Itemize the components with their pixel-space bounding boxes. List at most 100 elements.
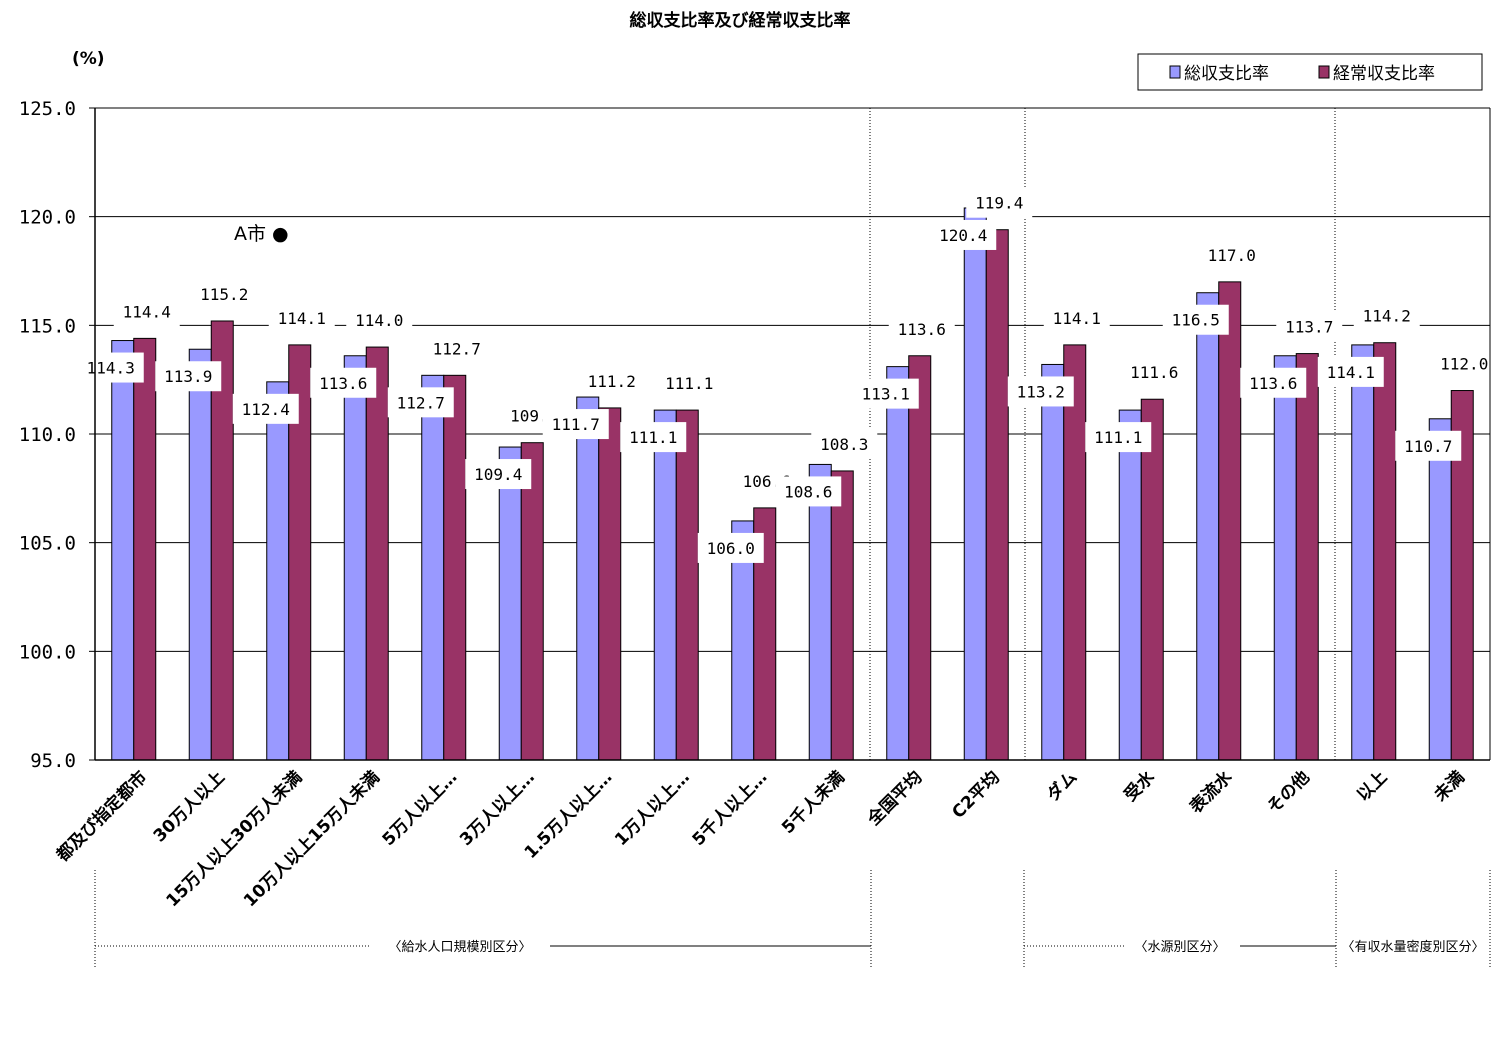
group-label-density: 〈有収水量密度別区分〉 bbox=[1341, 939, 1484, 955]
data-label-bg bbox=[578, 365, 645, 396]
data-label-series-1: 113.6 bbox=[319, 374, 367, 393]
bar-series-1 bbox=[343, 355, 367, 761]
legend-swatch-series-1 bbox=[1169, 65, 1181, 79]
data-label-bg bbox=[155, 361, 222, 392]
data-label-series-2: 115.2 bbox=[200, 285, 248, 304]
x-tick-label: 30万人以上 bbox=[150, 767, 229, 846]
bar-series-1 bbox=[653, 409, 677, 761]
data-label-bg bbox=[888, 313, 955, 344]
data-label-bg bbox=[310, 367, 377, 398]
bar-series-2 bbox=[520, 442, 544, 761]
x-tick-label: 10万人以上15万人未満 bbox=[239, 767, 383, 911]
x-tick-label: 受水 bbox=[1120, 766, 1160, 806]
bar-series-2 bbox=[1140, 398, 1164, 761]
data-label-bg bbox=[852, 378, 919, 409]
axes bbox=[94, 108, 1491, 761]
data-label-bg bbox=[1317, 356, 1384, 387]
data-label-series-2: 112.7 bbox=[433, 339, 481, 358]
data-label-series-2: 113.6 bbox=[898, 320, 946, 339]
data-label-series-1: 113.2 bbox=[1017, 382, 1065, 401]
bar-series-1 bbox=[188, 348, 212, 761]
x-tick-label: C2平均 bbox=[948, 767, 1004, 823]
data-label-bg bbox=[387, 387, 454, 418]
bar-series-1 bbox=[963, 207, 987, 761]
bar-series-2 bbox=[830, 470, 854, 761]
x-tick-label: 3万人以上… bbox=[456, 767, 539, 850]
bar-series-2 bbox=[1295, 353, 1319, 761]
data-label-bg bbox=[775, 476, 842, 507]
y-tick-label: 95.0 bbox=[30, 750, 76, 772]
data-label-bg bbox=[1121, 357, 1188, 388]
x-tick-label: 全国平均 bbox=[863, 767, 927, 831]
data-label-series-1: 113.9 bbox=[164, 367, 212, 386]
data-label-series-1: 110.7 bbox=[1404, 437, 1452, 456]
group-labels: 〈給水人口規模別区分〉 〈水源別区分〉 〈有収水量密度別区分〉 bbox=[94, 870, 1491, 968]
data-label-series-1: 111.1 bbox=[1094, 428, 1142, 447]
data-label-bg bbox=[811, 428, 878, 459]
data-label-bg bbox=[191, 278, 258, 309]
x-tick-label: ダム bbox=[1042, 767, 1081, 806]
data-label-bg bbox=[1240, 367, 1307, 398]
data-label-bg bbox=[346, 305, 413, 336]
bar-series-1 bbox=[1196, 292, 1220, 761]
bar-series-2 bbox=[133, 337, 157, 761]
bar-series-2 bbox=[1218, 281, 1242, 761]
data-label-bg bbox=[423, 333, 490, 364]
data-label-series-1: 111.1 bbox=[629, 428, 677, 447]
data-label-bg bbox=[1007, 376, 1074, 407]
bar-series-1 bbox=[1428, 418, 1452, 761]
data-label-bg bbox=[232, 393, 299, 424]
chart-title: 総収支比率及び経常収支比率 bbox=[630, 10, 851, 31]
bar-series-2 bbox=[598, 407, 622, 761]
bar-series-2 bbox=[365, 346, 389, 761]
data-label-series-2: 114.1 bbox=[278, 309, 326, 328]
data-label-series-1: 113.1 bbox=[862, 385, 910, 404]
x-tick-label: 5千人以上… bbox=[689, 767, 772, 850]
y-tick-label: 100.0 bbox=[19, 641, 76, 663]
data-label-series-1: 120.4 bbox=[939, 226, 987, 245]
x-tick-label: 都及び指定都市 bbox=[52, 767, 152, 867]
legend-label-series-1: 総収支比率 bbox=[1184, 64, 1269, 84]
bar-series-1 bbox=[421, 374, 445, 761]
x-tick-label: 5万人以上… bbox=[379, 767, 462, 850]
data-label-series-2: 111.1 bbox=[665, 374, 713, 393]
data-label-series-1: 116.5 bbox=[1172, 311, 1220, 330]
data-label-bg bbox=[77, 352, 144, 383]
data-label-series-1: 112.7 bbox=[397, 393, 445, 412]
data-label-series-2: 119.4 bbox=[975, 194, 1023, 213]
data-label-bg bbox=[620, 422, 687, 453]
data-label-bg bbox=[1162, 304, 1229, 335]
data-label-series-2: 117.0 bbox=[1208, 246, 1256, 265]
data-label-series-1: 109.4 bbox=[474, 465, 522, 484]
x-tick-label: 5千人未満 bbox=[777, 767, 848, 838]
x-tick-label: その他 bbox=[1263, 767, 1314, 818]
legend-swatch-series-2 bbox=[1318, 65, 1330, 79]
bar-series-1 bbox=[576, 396, 600, 761]
bar-series-2 bbox=[443, 374, 467, 761]
data-label-bg bbox=[268, 302, 335, 333]
bar-series-2 bbox=[1373, 342, 1397, 761]
data-label-series-2: 111.2 bbox=[588, 372, 636, 391]
y-tick-label: 120.0 bbox=[19, 207, 76, 229]
group-label-water-source: 〈水源別区分〉 bbox=[1134, 940, 1225, 955]
data-label-bg bbox=[1198, 239, 1265, 270]
legend-box bbox=[1137, 53, 1483, 91]
data-label-series-2: 111.6 bbox=[1130, 363, 1178, 382]
data-label-bg bbox=[1353, 300, 1420, 331]
y-tick-label: 110.0 bbox=[19, 424, 76, 446]
data-label-series-1: 114.3 bbox=[87, 359, 135, 378]
x-tick-label: 未満 bbox=[1429, 767, 1469, 807]
x-tick-label: 以上 bbox=[1353, 767, 1391, 805]
data-label-bg bbox=[656, 368, 723, 399]
annotation: A市 ● bbox=[234, 223, 289, 245]
bar-series-1 bbox=[886, 366, 910, 761]
data-label-series-2: 114.2 bbox=[1363, 307, 1411, 326]
bar-series-2 bbox=[908, 355, 932, 761]
legend-label-series-2: 経常収支比率 bbox=[1333, 64, 1435, 84]
bar-series-1 bbox=[808, 463, 832, 761]
data-label-bg bbox=[1276, 311, 1343, 342]
group-label-population: 〈給水人口規模別区分〉 bbox=[388, 940, 531, 955]
bar-series-1 bbox=[1273, 355, 1297, 761]
y-tick-label: 105.0 bbox=[19, 533, 76, 555]
